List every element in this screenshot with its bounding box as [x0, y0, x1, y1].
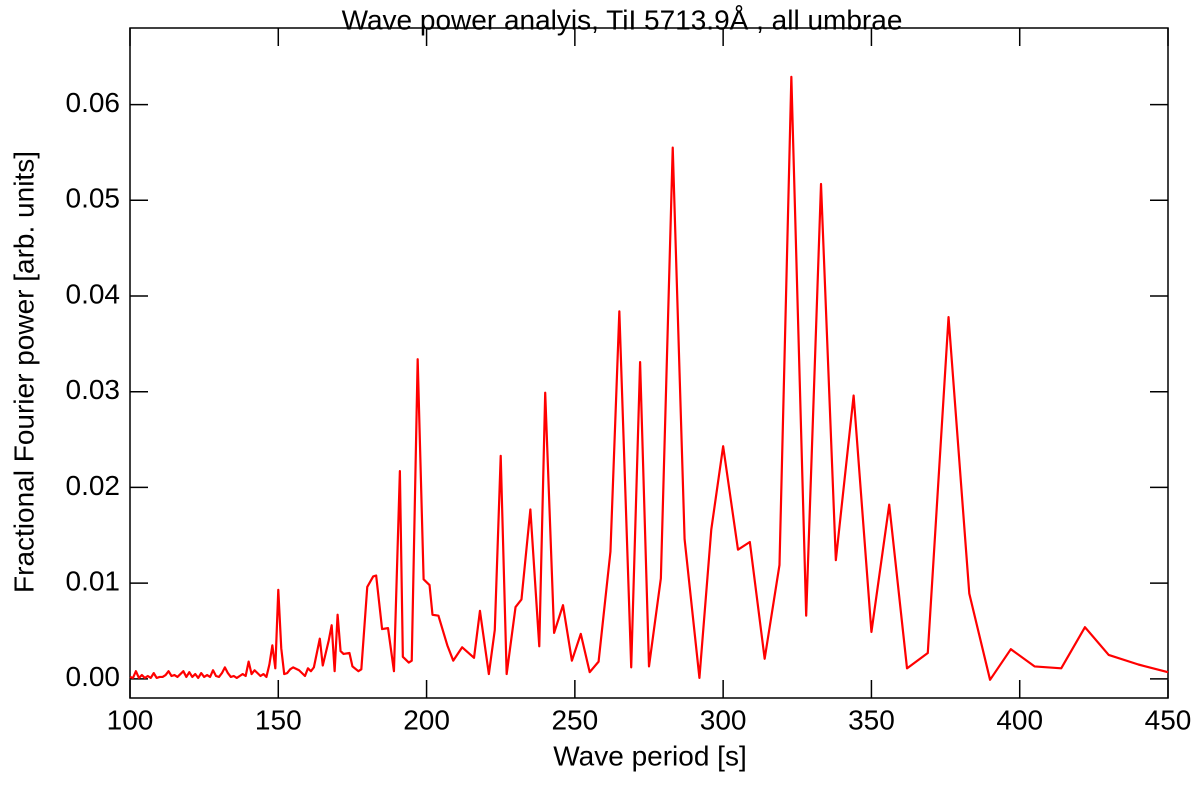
y-tick-label: 0.03	[66, 374, 121, 405]
x-tick-label: 200	[403, 704, 450, 735]
y-tick-label: 0.04	[66, 278, 121, 309]
plot-frame	[129, 27, 1169, 699]
x-axis-label: Wave period [s]	[553, 740, 746, 771]
y-axis-label: Fractional Fourier power [arb. units]	[8, 151, 39, 593]
y-tick-label: 0.06	[66, 87, 121, 118]
y-tick-label: 0.01	[66, 566, 121, 597]
y-tick-label: 0.02	[66, 470, 121, 501]
x-tick-label: 350	[848, 704, 895, 735]
data-line	[129, 75, 1169, 681]
x-tick-label: 300	[700, 704, 747, 735]
x-tick-label: 400	[996, 704, 1043, 735]
x-tick-label: 450	[1145, 704, 1192, 735]
chart-title: Wave power analyis, TiI 5713.9Å , all um…	[342, 4, 903, 35]
y-tick-label: 0.00	[66, 661, 121, 692]
x-tick-label: 100	[107, 704, 154, 735]
y-tick-label: 0.05	[66, 183, 121, 214]
x-tick-label: 150	[255, 704, 302, 735]
x-tick-label: 250	[551, 704, 598, 735]
